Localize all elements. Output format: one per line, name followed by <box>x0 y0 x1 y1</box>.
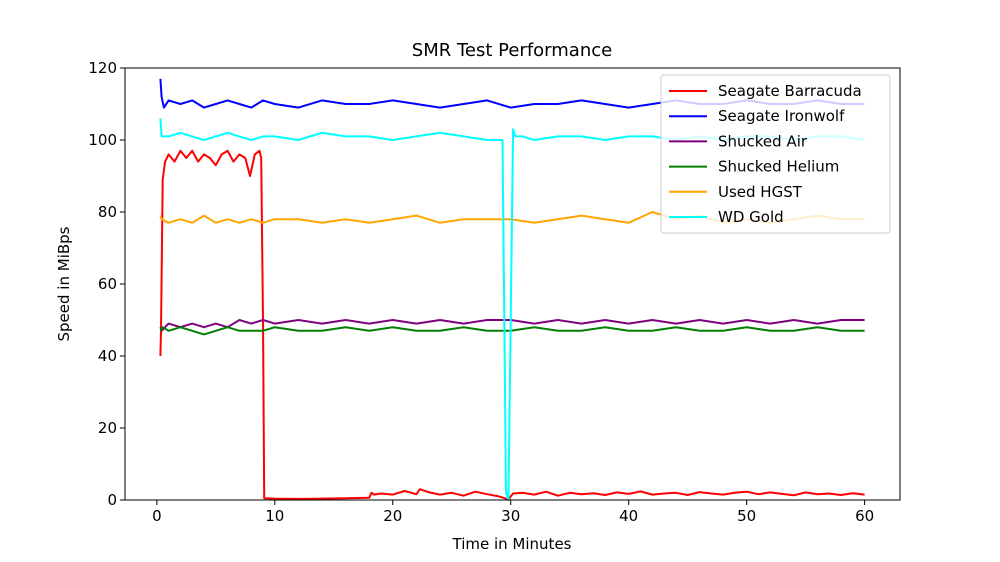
x-tick-label: 50 <box>737 507 756 525</box>
y-axis-title: Speed in MiBps <box>55 226 73 341</box>
legend-label-wd-gold: WD Gold <box>718 208 784 226</box>
legend-label-seagate-ironwolf: Seagate Ironwolf <box>718 107 845 125</box>
legend-label-shucked-helium: Shucked Helium <box>718 158 839 176</box>
legend-label-seagate-barracuda: Seagate Barracuda <box>718 82 862 100</box>
legend-label-used-hgst: Used HGST <box>718 183 803 201</box>
x-axis-title: Time in Minutes <box>452 535 572 553</box>
y-tick-label: 20 <box>98 419 117 437</box>
x-tick-label: 40 <box>619 507 638 525</box>
y-tick-label: 0 <box>107 491 117 509</box>
x-tick-label: 10 <box>265 507 284 525</box>
x-tick-label: 0 <box>152 507 162 525</box>
legend-box <box>660 74 891 234</box>
chart-title: SMR Test Performance <box>412 40 612 61</box>
y-tick-label: 40 <box>98 347 117 365</box>
series-line-shucked-air <box>159 319 865 332</box>
y-tick-label: 100 <box>88 131 117 149</box>
x-tick-label: 60 <box>855 507 874 525</box>
y-tick-label: 120 <box>88 59 117 77</box>
x-tick-label: 30 <box>501 507 520 525</box>
x-tick-label: 20 <box>383 507 402 525</box>
series-line-seagate-barracuda <box>159 149 865 501</box>
y-tick-label: 80 <box>98 203 117 221</box>
x-axis-ticks: 0 10 20 30 40 50 60 <box>152 500 874 525</box>
legend-label-shucked-air: Shucked Air <box>718 132 808 150</box>
y-tick-label: 60 <box>98 275 117 293</box>
series-line-shucked-helium <box>159 326 865 336</box>
legend: Seagate Barracuda Seagate Ironwolf Shucked… <box>660 74 891 234</box>
y-axis-ticks: 0 20 40 60 80 100 120 <box>88 59 125 509</box>
